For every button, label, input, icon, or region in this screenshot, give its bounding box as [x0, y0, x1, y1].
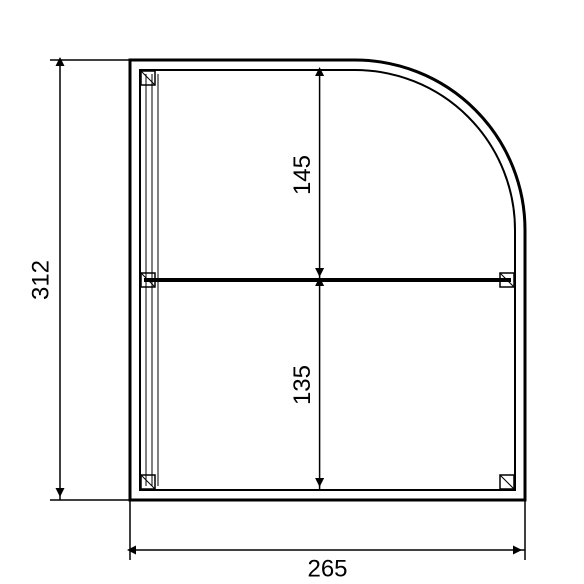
dim-label-upper: 145: [289, 155, 316, 195]
dim-label-height: 312: [27, 260, 54, 300]
dim-label-lower: 135: [289, 365, 316, 405]
bracket-diag: [141, 71, 155, 85]
dim-label-width: 265: [307, 555, 347, 582]
bracket-diag: [500, 475, 514, 489]
bracket-diag: [141, 475, 155, 489]
